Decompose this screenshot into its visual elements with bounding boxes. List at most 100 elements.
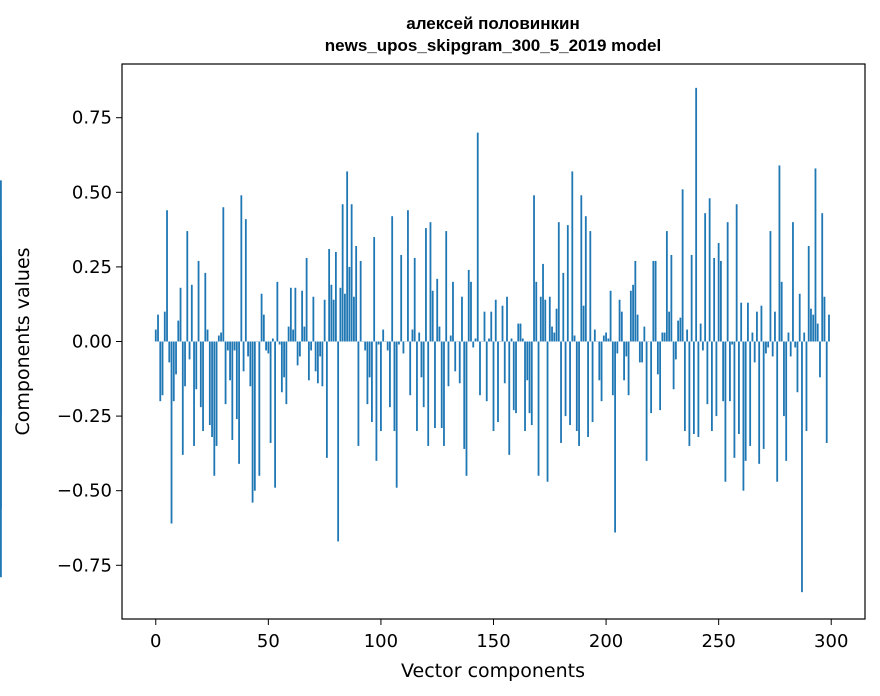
x-tick-label: 200: [589, 631, 623, 652]
bar: [717, 243, 720, 342]
bar: [391, 216, 394, 342]
bar: [420, 341, 423, 378]
bar: [674, 341, 677, 360]
bar: [166, 210, 168, 342]
bar: [726, 222, 729, 342]
bar: [749, 341, 752, 446]
bar: [461, 296, 463, 342]
bar: [425, 228, 427, 342]
bar: [346, 171, 349, 342]
bar: [515, 341, 517, 414]
bar: [665, 231, 668, 342]
y-tick-label: 0.75: [72, 108, 112, 129]
bar: [650, 341, 653, 414]
bar: [217, 335, 220, 342]
bar: [762, 341, 765, 449]
bar: [569, 341, 571, 426]
bar: [512, 341, 515, 411]
bar: [798, 293, 801, 342]
bar: [659, 341, 662, 411]
bar: [353, 296, 355, 342]
bar: [438, 326, 441, 342]
y-tick-label: −0.50: [57, 481, 112, 502]
bar: [366, 341, 369, 405]
bar: [168, 341, 171, 363]
bar: [344, 293, 346, 342]
bar: [537, 341, 540, 476]
bar: [560, 341, 562, 443]
x-tick-label: 300: [814, 631, 848, 652]
bar: [154, 329, 157, 342]
bar: [724, 341, 727, 482]
bar: [735, 204, 738, 342]
bar: [334, 251, 337, 342]
bar: [807, 246, 810, 342]
bar: [0, 338, 2, 342]
x-tick-label: 250: [701, 631, 735, 652]
bar: [283, 341, 286, 378]
bar: [521, 338, 524, 342]
bar: [244, 219, 247, 342]
bar: [175, 341, 177, 375]
bar: [571, 171, 574, 342]
bar: [697, 341, 700, 437]
bar: [447, 341, 450, 387]
bar: [771, 341, 774, 357]
bar: [339, 287, 342, 342]
bar: [751, 332, 754, 342]
bar: [611, 341, 614, 396]
bar: [575, 341, 578, 432]
bar: [186, 231, 189, 342]
bar: [533, 195, 535, 342]
bar: [235, 341, 238, 420]
bar: [692, 341, 695, 434]
bar: [535, 281, 538, 342]
bar: [729, 341, 731, 402]
bar: [708, 198, 711, 342]
bar: [551, 326, 553, 342]
bar: [823, 296, 826, 342]
bar: [767, 341, 770, 348]
bar: [474, 338, 477, 342]
bar: [814, 168, 817, 342]
bar: [587, 341, 589, 437]
bar: [645, 341, 648, 461]
bar: [163, 311, 166, 342]
bar: [348, 266, 351, 342]
y-tick-label: 0.50: [72, 182, 112, 203]
bar: [470, 281, 472, 342]
bar: [668, 311, 671, 342]
bar: [260, 293, 263, 342]
bar: [341, 204, 344, 342]
bar: [670, 254, 673, 342]
bar: [792, 222, 794, 342]
bar: [472, 341, 475, 348]
bar: [262, 314, 265, 342]
bar: [564, 341, 567, 417]
bar: [208, 341, 211, 426]
bar: [416, 341, 418, 432]
bar: [247, 341, 249, 357]
bar: [623, 341, 625, 381]
bar: [170, 341, 173, 524]
bar: [449, 335, 452, 342]
bar: [661, 332, 664, 342]
bar: [226, 341, 229, 351]
bar: [789, 341, 792, 357]
bar: [159, 341, 162, 402]
y-tick-label: 0.25: [72, 257, 112, 278]
bar: [740, 302, 743, 342]
bar: [312, 296, 315, 342]
bar: [584, 216, 587, 342]
bar: [663, 332, 666, 342]
bar: [0, 341, 2, 381]
bar: [681, 189, 684, 342]
bar: [690, 254, 693, 342]
bar: [679, 317, 682, 342]
bar: [591, 341, 594, 423]
bar: [620, 311, 623, 342]
bar: [508, 341, 511, 455]
bar: [566, 225, 569, 342]
bar: [753, 341, 756, 363]
